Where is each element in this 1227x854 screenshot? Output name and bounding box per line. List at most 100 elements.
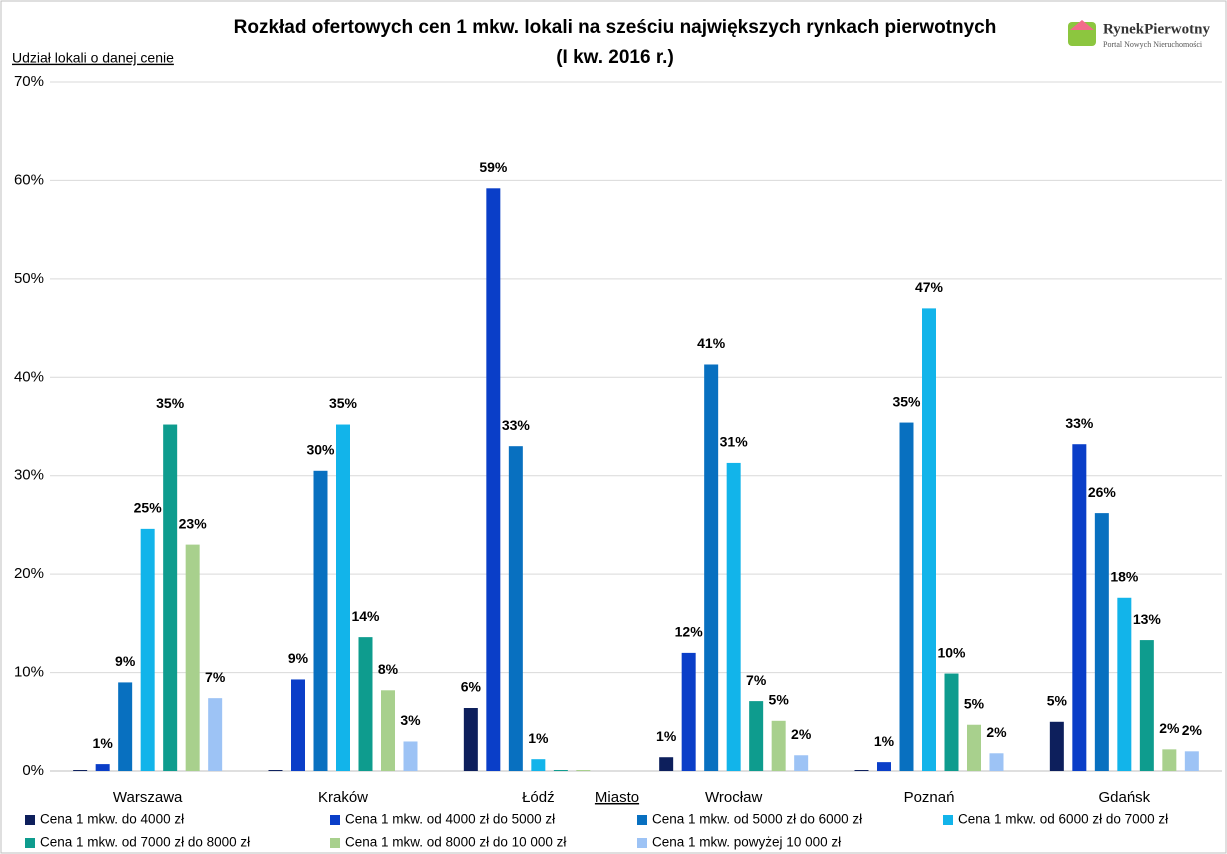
value-label: 1% — [656, 728, 677, 744]
legend-label: Cena 1 mkw. od 8000 zł do 10 000 zł — [345, 835, 566, 850]
value-label: 9% — [115, 653, 136, 669]
bar — [381, 690, 395, 771]
x-tick-label: Poznań — [904, 789, 955, 806]
legend-swatch — [25, 815, 35, 825]
value-label: 41% — [697, 335, 726, 351]
value-label: 2% — [1159, 720, 1180, 736]
bar — [185, 544, 200, 771]
value-label: 7% — [746, 672, 767, 688]
bar — [163, 424, 178, 771]
chart-subtitle: (I kw. 2016 r.) — [556, 47, 674, 68]
bar — [922, 308, 936, 771]
bar — [877, 762, 891, 771]
bar — [1072, 444, 1087, 771]
logo: RynekPierwotny Portal Nowych Nieruchomoś… — [1068, 20, 1210, 49]
bar — [268, 770, 283, 771]
bar — [73, 770, 88, 771]
bar — [336, 424, 350, 771]
logo-roof — [1070, 20, 1094, 30]
value-label: 30% — [306, 441, 335, 457]
value-label: 59% — [479, 159, 508, 175]
value-label: 5% — [769, 692, 790, 708]
bar — [659, 757, 674, 771]
value-label: 5% — [1047, 692, 1068, 708]
bar — [1049, 721, 1064, 771]
value-label: 2% — [791, 726, 812, 742]
bar — [358, 637, 373, 771]
legend-label: Cena 1 mkw. do 4000 zł — [40, 812, 184, 827]
bar — [208, 698, 223, 771]
x-axis-label: Miasto — [595, 789, 639, 806]
bar — [553, 770, 568, 771]
y-tick-label: 20% — [14, 565, 44, 582]
x-tick-label: Kraków — [318, 789, 368, 806]
value-label: 6% — [461, 679, 482, 695]
bar — [771, 720, 786, 771]
bar — [681, 652, 696, 771]
bar — [140, 528, 155, 771]
x-tick-label: Łódź — [522, 789, 555, 806]
value-label: 12% — [675, 624, 704, 640]
bar — [794, 755, 809, 771]
bar — [1139, 640, 1154, 771]
bar — [1117, 597, 1132, 771]
value-label: 10% — [937, 644, 966, 660]
value-label: 25% — [134, 500, 163, 516]
value-label: 7% — [205, 669, 226, 685]
y-tick-label: 0% — [22, 762, 44, 779]
y-tick-label: 30% — [14, 467, 44, 484]
bar — [291, 679, 305, 771]
value-label: 14% — [351, 608, 380, 624]
bar — [576, 770, 591, 771]
value-label: 13% — [1133, 611, 1162, 627]
y-tick-label: 70% — [14, 73, 44, 90]
legend-swatch — [330, 815, 340, 825]
value-label: 2% — [1182, 722, 1203, 738]
x-tick-label: Wrocław — [705, 789, 762, 806]
value-label: 35% — [329, 395, 358, 411]
value-label: 1% — [874, 733, 895, 749]
y-tick-label: 60% — [14, 171, 44, 188]
value-label: 8% — [378, 661, 399, 677]
value-label: 5% — [964, 695, 985, 711]
y-tick-label: 10% — [14, 664, 44, 681]
legend-label: Cena 1 mkw. powyżej 10 000 zł — [652, 835, 841, 850]
logo-name: RynekPierwotny — [1103, 21, 1210, 37]
bar — [531, 759, 546, 771]
bar — [403, 741, 418, 771]
bar — [95, 764, 110, 771]
bar — [989, 753, 1004, 771]
bar — [486, 188, 501, 771]
bar — [726, 462, 741, 771]
value-label: 3% — [400, 712, 421, 728]
bar — [749, 701, 764, 771]
value-label: 47% — [915, 279, 944, 295]
value-label: 23% — [179, 515, 208, 531]
legend-swatch — [637, 838, 647, 848]
y-tick-label: 50% — [14, 270, 44, 287]
bar — [1162, 749, 1177, 771]
bar — [313, 470, 328, 771]
bar — [944, 673, 959, 771]
chart-title: Rozkład ofertowych cen 1 mkw. lokali na … — [234, 17, 997, 38]
value-label: 33% — [502, 417, 531, 433]
bar — [704, 364, 719, 771]
bar — [1184, 751, 1199, 771]
x-tick-label: Warszawa — [113, 789, 183, 806]
value-label: 1% — [528, 730, 549, 746]
y-tick-label: 40% — [14, 368, 44, 385]
legend-label: Cena 1 mkw. od 4000 zł do 5000 zł — [345, 812, 555, 827]
bar — [854, 770, 869, 771]
value-label: 35% — [156, 395, 185, 411]
bar — [508, 446, 523, 771]
legend-label: Cena 1 mkw. od 6000 zł do 7000 zł — [958, 812, 1168, 827]
x-tick-label: Gdańsk — [1098, 789, 1150, 806]
value-label: 9% — [288, 650, 309, 666]
logo-tagline: Portal Nowych Nieruchomości — [1103, 40, 1203, 49]
bar — [899, 422, 914, 771]
bar — [1094, 513, 1109, 771]
legend-swatch — [637, 815, 647, 825]
value-label: 18% — [1110, 568, 1139, 584]
value-label: 2% — [986, 724, 1007, 740]
